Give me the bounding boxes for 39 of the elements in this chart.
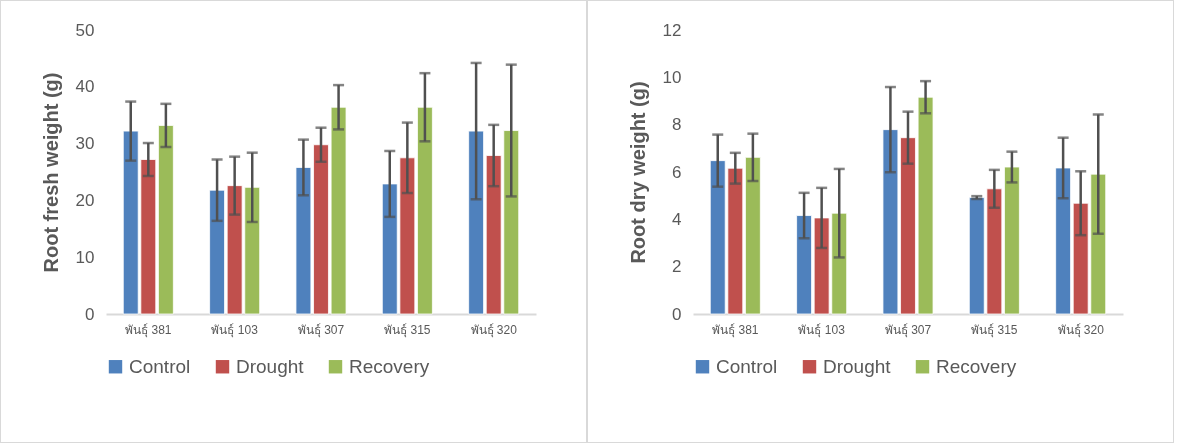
y-tick-label: 0 xyxy=(85,304,95,324)
bar xyxy=(1004,166,1020,315)
y-tick-label: 4 xyxy=(672,209,682,229)
y-tick-label: 50 xyxy=(75,20,95,40)
y-tick-label: 12 xyxy=(662,20,682,40)
y-tick-label: 8 xyxy=(672,115,682,135)
bar xyxy=(158,125,174,315)
x-tick-label: พันธุ์ 381 xyxy=(712,322,759,338)
x-tick-label: พันธุ์ 381 xyxy=(125,322,172,338)
x-tick-label: พันธุ์ 307 xyxy=(297,322,345,338)
x-tick-label: พันธุ์ 307 xyxy=(884,322,932,338)
y-tick-label: 30 xyxy=(75,134,95,154)
x-tick-label: พันธุ์ 320 xyxy=(470,322,518,338)
y-tick-label: 2 xyxy=(672,257,682,277)
y-tick-label: 10 xyxy=(662,67,682,87)
bar xyxy=(745,156,761,315)
x-tick-label: พันธุ์ 315 xyxy=(384,322,431,338)
y-tick-label: 0 xyxy=(672,304,682,324)
y-tick-label: 40 xyxy=(75,77,95,97)
legend-label: Recovery xyxy=(936,355,1017,377)
x-tick-label: พันธุ์ 103 xyxy=(798,322,846,338)
y-tick-label: 6 xyxy=(672,162,682,182)
y-tick-label: 10 xyxy=(75,247,95,267)
legend-label: Control xyxy=(716,355,778,377)
legend-label: Drought xyxy=(823,355,892,377)
legend-label: Control xyxy=(129,355,191,377)
bar xyxy=(796,215,812,315)
bar xyxy=(417,106,433,315)
y-axis-title: Root dry weight (g) xyxy=(626,81,649,264)
x-tick-label: พันธุ์ 315 xyxy=(971,322,1018,338)
y-tick-label: 20 xyxy=(75,190,95,210)
bar xyxy=(468,130,484,315)
y-axis-title: Root fresh weight (g) xyxy=(39,72,62,273)
legend-label: Recovery xyxy=(349,355,430,377)
bar xyxy=(1055,167,1071,315)
legend-label: Drought xyxy=(236,355,305,377)
x-tick-label: พันธุ์ 320 xyxy=(1057,322,1105,338)
bar xyxy=(209,189,225,315)
x-tick-label: พันธุ์ 103 xyxy=(211,322,259,338)
